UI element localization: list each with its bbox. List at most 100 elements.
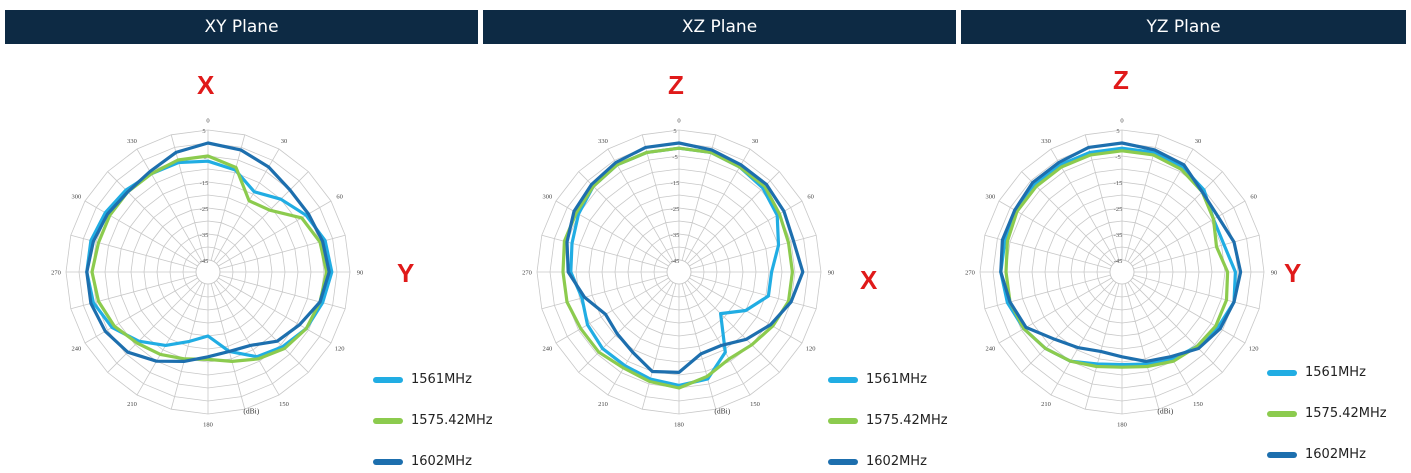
grid-spoke xyxy=(681,283,717,410)
grid-spoke xyxy=(1132,200,1246,267)
grid-spoke xyxy=(541,274,668,310)
grid-spoke xyxy=(107,171,200,264)
grid-spoke xyxy=(210,134,246,261)
grid-spoke xyxy=(216,171,309,264)
series-line-1602MHz xyxy=(85,141,331,363)
angle-label: 90 xyxy=(828,270,835,277)
grid-spoke xyxy=(641,134,677,261)
grid-center xyxy=(195,259,221,285)
grid-spoke xyxy=(213,282,280,396)
grid-spoke xyxy=(136,148,203,262)
unit-label: (dBi) xyxy=(1157,407,1173,416)
panel-yz: YZ Plane Z Y 5 -5 -15 -25 -35 -45 0 30 60 90 120 15… xyxy=(961,0,1406,473)
grid-spoke xyxy=(687,280,780,373)
ring-label: -25 xyxy=(200,206,209,213)
legend-swatch xyxy=(828,458,858,465)
ring-label: -25 xyxy=(671,206,680,213)
angle-label: 330 xyxy=(1041,138,1051,145)
grid-spoke xyxy=(170,134,206,261)
legend-swatch xyxy=(1267,410,1297,417)
angle-label: 210 xyxy=(598,401,608,408)
angle-label: 120 xyxy=(335,346,345,353)
grid-spoke xyxy=(984,274,1111,310)
angle-label: 240 xyxy=(986,346,996,353)
angle-label: 150 xyxy=(1193,401,1203,408)
grid-spoke xyxy=(998,277,1112,344)
legend-item: 1575.42MHz xyxy=(373,413,493,428)
series-line-1561MHz xyxy=(85,159,334,359)
angle-label: 0 xyxy=(677,118,680,125)
grid-spoke xyxy=(1127,282,1194,396)
legend-item: 1561MHz xyxy=(373,372,472,387)
angle-label: 180 xyxy=(203,422,213,429)
grid-spoke xyxy=(84,277,198,344)
grid-center xyxy=(666,259,692,285)
polar-chart-yz: 5 -5 -15 -25 -35 -45 0 30 60 90 120 150 180 210 240 270… xyxy=(965,118,1277,429)
ring-label: -45 xyxy=(671,258,680,265)
grid-spoke xyxy=(210,283,246,410)
grid-spoke xyxy=(1124,283,1160,410)
top-axis-letter: Z xyxy=(1113,65,1129,95)
angle-label: 240 xyxy=(543,346,553,353)
unit-label: (dBi) xyxy=(714,407,730,416)
legend-swatch xyxy=(1267,451,1297,458)
angle-label: 30 xyxy=(281,138,288,145)
legend-item: 1575.42MHz xyxy=(1267,406,1387,421)
angle-label: 60 xyxy=(1250,194,1257,201)
ring-label: -25 xyxy=(1114,206,1123,213)
grid-spoke xyxy=(578,280,671,373)
panel-title: XZ Plane xyxy=(483,10,956,44)
angle-label: 0 xyxy=(206,118,209,125)
angle-label: 30 xyxy=(752,138,759,145)
angle-label: 120 xyxy=(1249,346,1259,353)
grid-spoke xyxy=(218,277,332,344)
grid-spoke xyxy=(607,148,674,262)
legend-label: 1575.42MHz xyxy=(411,413,493,428)
legend-label: 1602MHz xyxy=(411,454,472,469)
angle-label: 210 xyxy=(1041,401,1051,408)
grid-spoke xyxy=(219,274,346,310)
grid-spoke xyxy=(218,200,332,267)
top-axis-letter: Z xyxy=(668,70,684,100)
ring-label: -45 xyxy=(200,258,209,265)
polar-chart-xy: 5-5-15-25-35-450306090120150180210240270… xyxy=(51,118,364,429)
grid-spoke xyxy=(641,283,677,410)
angle-label: 60 xyxy=(807,194,814,201)
grid-spoke xyxy=(1133,274,1260,310)
grid-spoke xyxy=(1133,234,1260,270)
angle-label: 240 xyxy=(72,346,82,353)
legend-swatch xyxy=(828,417,858,424)
ring-label: -35 xyxy=(200,232,209,239)
ring-label: -5 xyxy=(672,154,677,161)
legend-swatch xyxy=(373,417,403,424)
legend-item: 1561MHz xyxy=(1267,365,1366,380)
angle-label: 330 xyxy=(598,138,608,145)
ring-label: -45 xyxy=(1114,258,1123,265)
panel-xy: XY Plane X Y 5 -5 -15 -25 -35 -45 0 30 60 90 120 15… xyxy=(5,0,493,473)
ring-label: -35 xyxy=(1114,232,1123,239)
legend-label: 1561MHz xyxy=(1305,365,1366,380)
grid-spoke xyxy=(690,234,817,270)
series-line-1561MHz xyxy=(569,146,781,387)
grid-spoke xyxy=(107,280,200,373)
ring-label: -15 xyxy=(200,180,209,187)
legend-label: 1602MHz xyxy=(866,454,927,469)
legend-swatch xyxy=(1267,369,1297,376)
angle-label: 90 xyxy=(357,270,364,277)
angle-label: 120 xyxy=(806,346,816,353)
legend-label: 1561MHz xyxy=(411,372,472,387)
grid-spoke xyxy=(555,277,669,344)
grid-spoke xyxy=(541,234,668,270)
polar-chart-xz: 5 -5 -15 -25 -35 -45 0 30 60 90 120 150 180 210 240 270… xyxy=(522,118,835,429)
series-line-1575.42MHz xyxy=(1004,149,1230,369)
grid-spoke xyxy=(607,282,674,396)
right-axis-letter: Y xyxy=(397,258,415,288)
angle-label: 210 xyxy=(127,401,137,408)
legend-item: 1561MHz xyxy=(828,372,927,387)
ring-label: 5 xyxy=(202,128,205,135)
grid-spoke xyxy=(1132,277,1246,344)
legend-item: 1602MHz xyxy=(828,454,927,469)
grid-spoke xyxy=(1084,283,1120,410)
legend-item: 1602MHz xyxy=(373,454,472,469)
angle-label: 30 xyxy=(1195,138,1202,145)
